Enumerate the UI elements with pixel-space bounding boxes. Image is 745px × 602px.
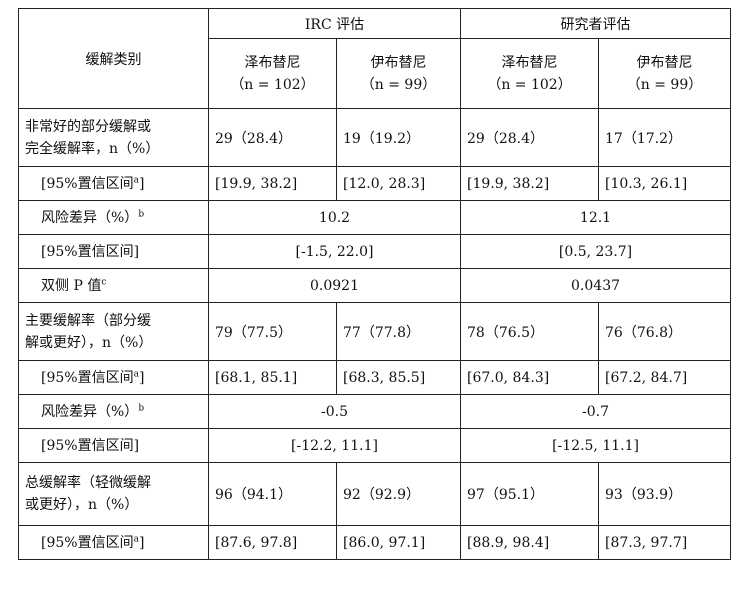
cell-inv-ibrutinib: 76（76.8）	[598, 302, 732, 361]
row-label-text: 风险差异（%）	[41, 209, 139, 226]
header-irc-assessment: IRC 评估	[207, 8, 462, 39]
row-label: [95%置信区间a]	[18, 525, 209, 560]
cell-inv-merged: -0.7	[460, 394, 732, 429]
table-row-overall-response-ci: [95%置信区间a] [87.6, 97.8] [86.0, 97.1] [88…	[18, 525, 732, 560]
cell-irc-ibrutinib: [12.0, 28.3]	[335, 166, 462, 201]
row-label-line: 或更好），n（%）	[25, 497, 139, 513]
row-label-text: ]	[138, 369, 145, 386]
cell-inv-merged: [0.5, 23.7]	[460, 234, 732, 269]
footnote-marker: a	[133, 533, 139, 544]
header-irc-zanubrutinib: 泽布替尼 （n = 102）	[208, 38, 337, 109]
row-label: 主要缓解率（部分缓 解或更好），n（%）	[18, 302, 209, 361]
row-label-text: ]	[138, 534, 145, 551]
cell-irc-zanubrutinib: [87.6, 97.8]	[208, 525, 337, 560]
cell-inv-merged: [-12.5, 11.1]	[460, 428, 732, 463]
row-label: 风险差异（%）b	[18, 394, 209, 429]
cell-irc-ibrutinib: 77（77.8）	[335, 302, 462, 361]
cell-inv-ibrutinib: 17（17.2）	[598, 108, 732, 167]
cell-irc-zanubrutinib: 79（77.5）	[208, 302, 337, 361]
row-label: [95%置信区间a]	[18, 166, 209, 201]
row-label: 风险差异（%）b	[18, 200, 209, 235]
table-row-major-response-ci: [95%置信区间a] [68.1, 85.1] [68.3, 85.5] [67…	[18, 360, 732, 395]
row-label: [95%置信区间]	[18, 428, 209, 463]
header-inv-ibrutinib: 伊布替尼 （n = 99）	[598, 38, 732, 109]
row-label-line: 非常好的部分缓解或	[25, 118, 151, 135]
table-row-vgpr-risk-diff: 风险差异（%）b 10.2 12.1	[18, 200, 732, 235]
cell-irc-zanubrutinib: 29（28.4）	[208, 108, 337, 167]
drug-name: 泽布替尼	[501, 54, 558, 71]
cell-irc-ibrutinib: [68.3, 85.5]	[335, 360, 462, 395]
row-label-line: 完全缓解率，n（%）	[25, 140, 160, 157]
header-response-category: 缓解类别	[18, 8, 209, 109]
table-row-p-value: 双侧 P 值c 0.0921 0.0437	[18, 268, 732, 303]
drug-name: 泽布替尼	[244, 54, 301, 71]
row-label-line: 解或更好），n（%）	[25, 334, 153, 351]
response-rate-table: 缓解类别 IRC 评估 研究者评估 泽布替尼 （n = 102） 伊布替尼 （n…	[18, 8, 732, 560]
cell-inv-zanubrutinib: 29（28.4）	[460, 108, 600, 167]
row-label-text: [95%置信区间	[41, 369, 134, 386]
table-row-vgpr: 非常好的部分缓解或 完全缓解率，n（%） 29（28.4） 19（19.2） 2…	[18, 108, 732, 167]
cell-irc-zanubrutinib: [19.9, 38.2]	[208, 166, 337, 201]
cell-inv-ibrutinib: 93（93.9）	[598, 462, 732, 526]
header-inv-zanubrutinib: 泽布替尼 （n = 102）	[460, 38, 600, 109]
row-label-text: ]	[138, 175, 145, 192]
row-label: [95%置信区间]	[18, 234, 209, 269]
cell-inv-zanubrutinib: 97（95.1）	[460, 462, 600, 526]
sample-size: （n = 102）	[230, 76, 315, 93]
cell-inv-ibrutinib: [67.2, 84.7]	[598, 360, 732, 395]
row-label-line: 总缓解率（轻微缓解	[25, 475, 151, 491]
cell-irc-merged: [-1.5, 22.0]	[207, 234, 462, 269]
footnote-marker: a	[133, 368, 139, 379]
cell-inv-zanubrutinib: [19.9, 38.2]	[460, 166, 600, 201]
cell-irc-ibrutinib: 92（92.9）	[335, 462, 462, 526]
sample-size: （n = 102）	[487, 76, 572, 93]
footnote-marker: b	[138, 402, 145, 413]
row-label-text: 风险差异（%）	[41, 403, 139, 420]
cell-inv-merged: 0.0437	[460, 268, 732, 303]
table-row-vgpr-risk-diff-ci: [95%置信区间] [-1.5, 22.0] [0.5, 23.7]	[18, 234, 732, 269]
sample-size: （n = 99）	[360, 76, 437, 93]
cell-irc-zanubrutinib: [68.1, 85.1]	[208, 360, 337, 395]
table-row-major-response: 主要缓解率（部分缓 解或更好），n（%） 79（77.5） 77（77.8） 7…	[18, 302, 732, 361]
row-label-line: 主要缓解率（部分缓	[25, 312, 151, 329]
cell-irc-zanubrutinib: 96（94.1）	[208, 462, 337, 526]
table-row-overall-response: 总缓解率（轻微缓解 或更好），n（%） 96（94.1） 92（92.9） 97…	[18, 462, 732, 526]
header-investigator-assessment: 研究者评估	[460, 8, 732, 39]
drug-name: 伊布替尼	[370, 54, 427, 71]
cell-irc-merged: -0.5	[207, 394, 462, 429]
cell-inv-zanubrutinib: [88.9, 98.4]	[460, 525, 600, 560]
row-label-text: [95%置信区间	[41, 534, 134, 551]
table-row-vgpr-ci: [95%置信区间a] [19.9, 38.2] [12.0, 28.3] [19…	[18, 166, 732, 201]
cell-inv-ibrutinib: [10.3, 26.1]	[598, 166, 732, 201]
sample-size: （n = 99）	[626, 76, 703, 93]
cell-inv-zanubrutinib: 78（76.5）	[460, 302, 600, 361]
cell-inv-merged: 12.1	[460, 200, 732, 235]
header-irc-ibrutinib: 伊布替尼 （n = 99）	[335, 38, 462, 109]
footnote-marker: b	[138, 208, 145, 219]
footnote-marker: c	[101, 276, 107, 287]
footnote-marker: a	[133, 174, 139, 185]
cell-inv-zanubrutinib: [67.0, 84.3]	[460, 360, 600, 395]
row-label: 总缓解率（轻微缓解 或更好），n（%）	[18, 462, 209, 526]
row-label: 非常好的部分缓解或 完全缓解率，n（%）	[18, 108, 209, 167]
row-label-text: [95%置信区间	[41, 175, 134, 192]
row-label-text: 双侧 P 值	[41, 277, 102, 294]
drug-name: 伊布替尼	[636, 54, 693, 71]
cell-irc-merged: [-12.2, 11.1]	[207, 428, 462, 463]
cell-irc-ibrutinib: 19（19.2）	[335, 108, 462, 167]
cell-irc-ibrutinib: [86.0, 97.1]	[335, 525, 462, 560]
row-label: [95%置信区间a]	[18, 360, 209, 395]
cell-irc-merged: 10.2	[207, 200, 462, 235]
cell-inv-ibrutinib: [87.3, 97.7]	[598, 525, 732, 560]
table-row-major-response-risk-diff: 风险差异（%）b -0.5 -0.7	[18, 394, 732, 429]
row-label: 双侧 P 值c	[18, 268, 209, 303]
cell-irc-merged: 0.0921	[207, 268, 462, 303]
table-row-major-response-risk-diff-ci: [95%置信区间] [-12.2, 11.1] [-12.5, 11.1]	[18, 428, 732, 463]
